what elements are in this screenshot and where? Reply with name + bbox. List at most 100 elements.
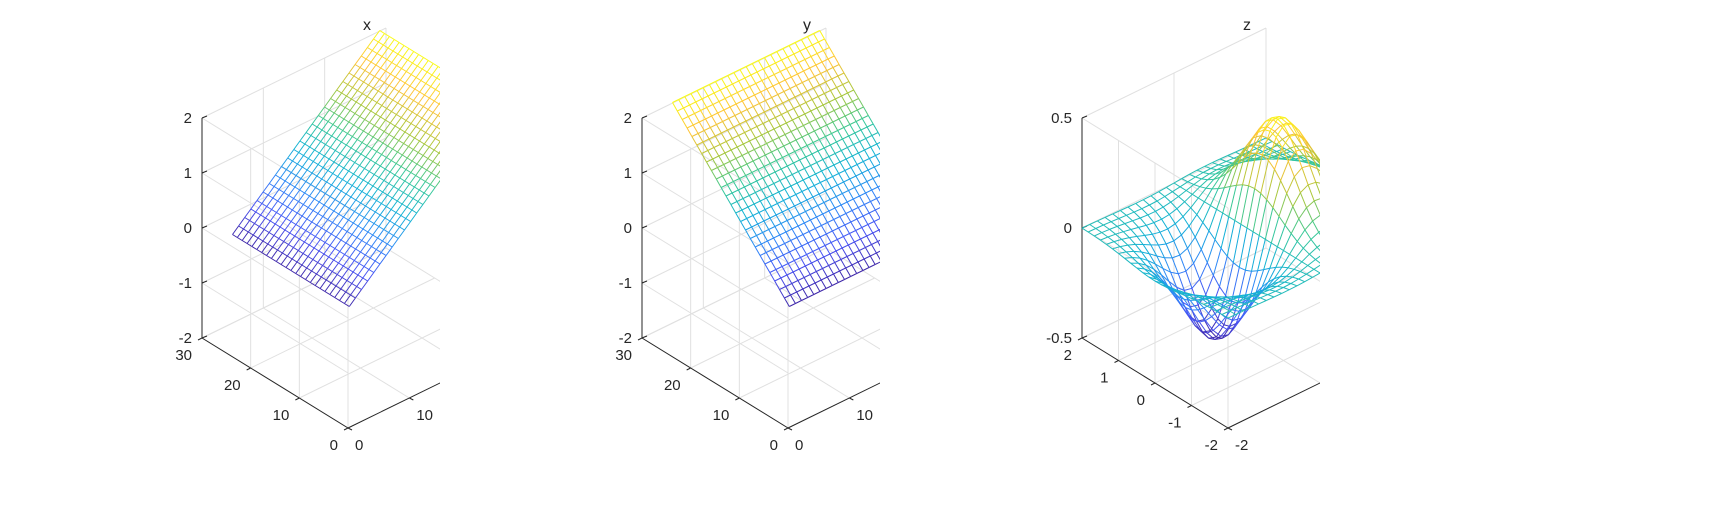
- mesh-line: [345, 108, 350, 111]
- mesh-line: [375, 253, 381, 262]
- mesh-line: [873, 179, 878, 188]
- mesh-line: [839, 228, 844, 237]
- mesh-line: [357, 180, 363, 189]
- mesh-line: [824, 91, 830, 94]
- mesh-line: [394, 129, 400, 138]
- mesh-line: [370, 74, 375, 77]
- mesh-line: [389, 37, 394, 40]
- mesh-line: [371, 152, 377, 161]
- mesh-line: [406, 170, 411, 173]
- y-tick-mark: [295, 398, 299, 400]
- mesh-line: [380, 31, 385, 34]
- mesh-line: [830, 142, 836, 145]
- mesh-line: [816, 272, 821, 281]
- mesh-line: [789, 46, 794, 55]
- mesh-line: [754, 204, 759, 213]
- mesh-line: [268, 244, 273, 247]
- mesh-line: [360, 59, 366, 68]
- mesh-line: [1188, 248, 1194, 263]
- mesh-line: [427, 170, 432, 173]
- mesh-line: [1288, 258, 1296, 268]
- mesh-line: [1133, 221, 1139, 228]
- mesh-line: [406, 63, 412, 72]
- mesh-line: [796, 140, 801, 149]
- mesh-line: [353, 79, 359, 88]
- mesh-line: [365, 62, 371, 71]
- mesh-line: [433, 113, 438, 116]
- mesh-line: [308, 150, 314, 159]
- mesh-line: [358, 169, 364, 178]
- mesh-line: [379, 227, 384, 230]
- mesh-line: [314, 240, 320, 249]
- mesh-line: [841, 148, 847, 151]
- mesh-line: [292, 202, 298, 211]
- mesh-line: [380, 166, 385, 169]
- mesh-line: [827, 68, 833, 71]
- mesh-line: [784, 201, 789, 210]
- mesh-line: [353, 264, 359, 273]
- mesh-line: [277, 204, 283, 213]
- mesh-line: [337, 139, 342, 142]
- mesh-line: [412, 202, 418, 211]
- mesh-line: [862, 173, 867, 182]
- mesh-line: [835, 263, 840, 272]
- mesh-line: [1175, 224, 1181, 235]
- mesh-line: [813, 249, 819, 252]
- mesh-line: [350, 102, 356, 111]
- mesh-line: [407, 109, 412, 112]
- mesh-line: [320, 289, 325, 292]
- mesh-line: [1166, 244, 1172, 258]
- mesh-line: [356, 94, 362, 103]
- mesh-line: [237, 229, 243, 238]
- mesh-line: [413, 150, 418, 153]
- mesh-line: [794, 163, 799, 172]
- mesh-line: [390, 115, 396, 124]
- mesh-line: [772, 247, 778, 250]
- mesh-line: [824, 200, 830, 203]
- mesh-line: [801, 94, 806, 103]
- mesh-line: [1271, 243, 1277, 247]
- mesh-line: [425, 182, 430, 185]
- mesh-line: [330, 246, 335, 249]
- mesh-line: [748, 150, 754, 153]
- mesh-line: [744, 187, 749, 196]
- mesh-line: [386, 63, 392, 72]
- mesh-line: [702, 151, 708, 154]
- mesh-line: [390, 172, 395, 175]
- mesh-line: [740, 124, 745, 133]
- mesh-line: [414, 187, 419, 190]
- mesh-line: [365, 120, 370, 123]
- mesh-line: [321, 133, 327, 142]
- mesh-line: [780, 123, 786, 126]
- mesh-line: [274, 227, 280, 236]
- mesh-line: [325, 234, 331, 243]
- mesh-line: [332, 177, 338, 186]
- mesh-line: [420, 92, 425, 95]
- mesh-line: [287, 248, 293, 257]
- mesh-line: [426, 124, 432, 133]
- mesh-line: [368, 175, 374, 184]
- mesh-line: [781, 275, 787, 278]
- mesh-line: [422, 69, 427, 72]
- mesh-line: [805, 166, 811, 169]
- mesh-line: [418, 144, 424, 153]
- mesh-line: [274, 178, 280, 187]
- mesh-line: [806, 154, 812, 157]
- mesh-line: [279, 190, 284, 193]
- mesh-line: [781, 278, 786, 287]
- mesh-line: [253, 227, 259, 236]
- mesh-line: [793, 272, 798, 281]
- mesh-line: [350, 111, 355, 114]
- mesh-line: [786, 120, 792, 123]
- mesh-line: [256, 212, 261, 215]
- mesh-line: [769, 230, 774, 239]
- mesh-line: [835, 154, 840, 163]
- mesh-line: [786, 229, 792, 232]
- mesh-line: [804, 278, 809, 287]
- mesh-line: [348, 212, 354, 221]
- mesh-line: [751, 75, 756, 84]
- mesh-line: [374, 39, 379, 42]
- mesh-line: [300, 133, 306, 142]
- mesh-line: [1253, 232, 1259, 236]
